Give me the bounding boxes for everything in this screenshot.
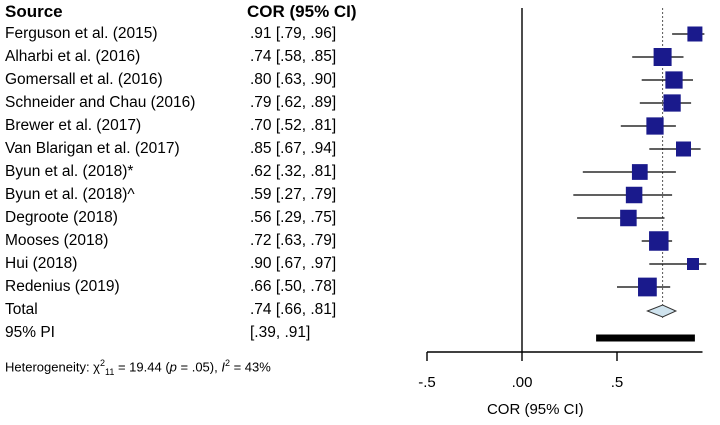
i-squared-superscript: 2 [224, 358, 230, 368]
chi-square-df: 11 [105, 366, 115, 377]
study-label: Gomersall et al. (2016) [5, 71, 163, 88]
study-row: Alharbi et al. (2016) .74 [.58, .85] [0, 46, 400, 68]
pi-label: 95% PI [5, 324, 55, 341]
study-ci: .80 [.63, .90] [250, 71, 337, 88]
study-ci: .74 [.58, .85] [250, 48, 337, 65]
study-label: Brewer et al. (2017) [5, 117, 142, 134]
heterogeneity-p-value: = .05), [176, 359, 222, 375]
source-header: Source [5, 2, 63, 21]
study-row: Van Blarigan et al. (2017) .85 [.67, .94… [0, 138, 400, 160]
i-squared-symbol: I [221, 359, 225, 375]
study-ci: .90 [.67, .97] [250, 255, 337, 272]
study-effect-marker [638, 277, 657, 297]
study-row: Degroote (2018) .56 [.29, .75] [0, 207, 400, 229]
study-ci: .62 [.32, .81] [250, 163, 337, 180]
study-row: Byun et al. (2018)^ .59 [.27, .79] [0, 184, 400, 206]
study-label: Schneider and Chau (2016) [5, 94, 196, 111]
study-effect-marker [620, 209, 637, 227]
heterogeneity-i-squared-value: = 43% [229, 359, 271, 375]
study-row: Ferguson et al. (2015) .91 [.79, .96] [0, 23, 400, 45]
study-label: Van Blarigan et al. (2017) [5, 140, 180, 157]
study-effect-marker [687, 26, 703, 42]
study-row: Hui (2018) .90 [.67, .97] [0, 253, 400, 275]
study-ci: .79 [.62, .89] [250, 94, 337, 111]
study-row: Schneider and Chau (2016) .79 [.62, .89] [0, 92, 400, 114]
study-label: Ferguson et al. (2015) [5, 25, 158, 42]
x-axis-title: COR (95% CI) [487, 401, 584, 418]
study-ci: .72 [.63, .79] [250, 232, 337, 249]
study-row: Redenius (2019) .66 [.50, .78] [0, 276, 400, 298]
chi-square-superscript: 2 [100, 358, 106, 368]
total-ci: .74 [.66, .81] [250, 301, 337, 318]
study-ci: .59 [.27, .79] [250, 186, 337, 203]
cor-header: COR (95% CI) [247, 2, 357, 21]
prediction-interval-row: 95% PI [.39, .91] [0, 322, 400, 344]
study-ci: .91 [.79, .96] [250, 25, 337, 42]
prediction-interval-bar [596, 334, 695, 342]
study-effect-marker [687, 258, 699, 270]
study-label: Degroote (2018) [5, 209, 118, 226]
study-effect-marker [631, 164, 648, 180]
study-effect-marker [625, 186, 643, 204]
heterogeneity-prefix: Heterogeneity: χ [5, 359, 100, 375]
study-ci: .66 [.50, .78] [250, 278, 337, 295]
total-label: Total [5, 301, 38, 318]
study-effect-marker [665, 71, 683, 89]
pi-ci: [.39, .91] [250, 324, 311, 341]
x-tick-label: -.5 [418, 374, 436, 391]
study-ci: .85 [.67, .94] [250, 140, 337, 157]
study-row: Mooses (2018) .72 [.63, .79] [0, 230, 400, 252]
study-row: Byun et al. (2018)* .62 [.32, .81] [0, 161, 400, 183]
heterogeneity-chi-value: = 19.44 ( [114, 359, 170, 375]
study-effect-marker [649, 231, 669, 251]
p-symbol: p [169, 359, 177, 375]
study-label: Redenius (2019) [5, 278, 120, 295]
heterogeneity-statistic: Heterogeneity: χ211 = 19.44 (p = .05), I… [5, 358, 271, 377]
study-row: Gomersall et al. (2016) .80 [.63, .90] [0, 69, 400, 91]
study-label: Byun et al. (2018)^ [5, 186, 135, 203]
study-effect-marker [646, 117, 664, 135]
study-row: Brewer et al. (2017) .70 [.52, .81] [0, 115, 400, 137]
total-row: Total .74 [.66, .81] [0, 299, 400, 321]
study-effect-marker [676, 141, 691, 157]
x-tick-label: .5 [611, 374, 624, 391]
study-label: Alharbi et al. (2016) [5, 48, 141, 65]
study-label: Byun et al. (2018)* [5, 163, 134, 180]
total-diamond [646, 304, 678, 318]
study-ci: .70 [.52, .81] [250, 117, 337, 134]
study-effect-marker [653, 48, 672, 66]
study-label: Mooses (2018) [5, 232, 109, 249]
study-effect-marker [663, 94, 681, 112]
study-label: Hui (2018) [5, 255, 78, 272]
study-ci: .56 [.29, .75] [250, 209, 337, 226]
x-tick-label: .00 [512, 374, 533, 391]
forest-table: Source COR (95% CI) Ferguson et al. (201… [0, 2, 400, 377]
